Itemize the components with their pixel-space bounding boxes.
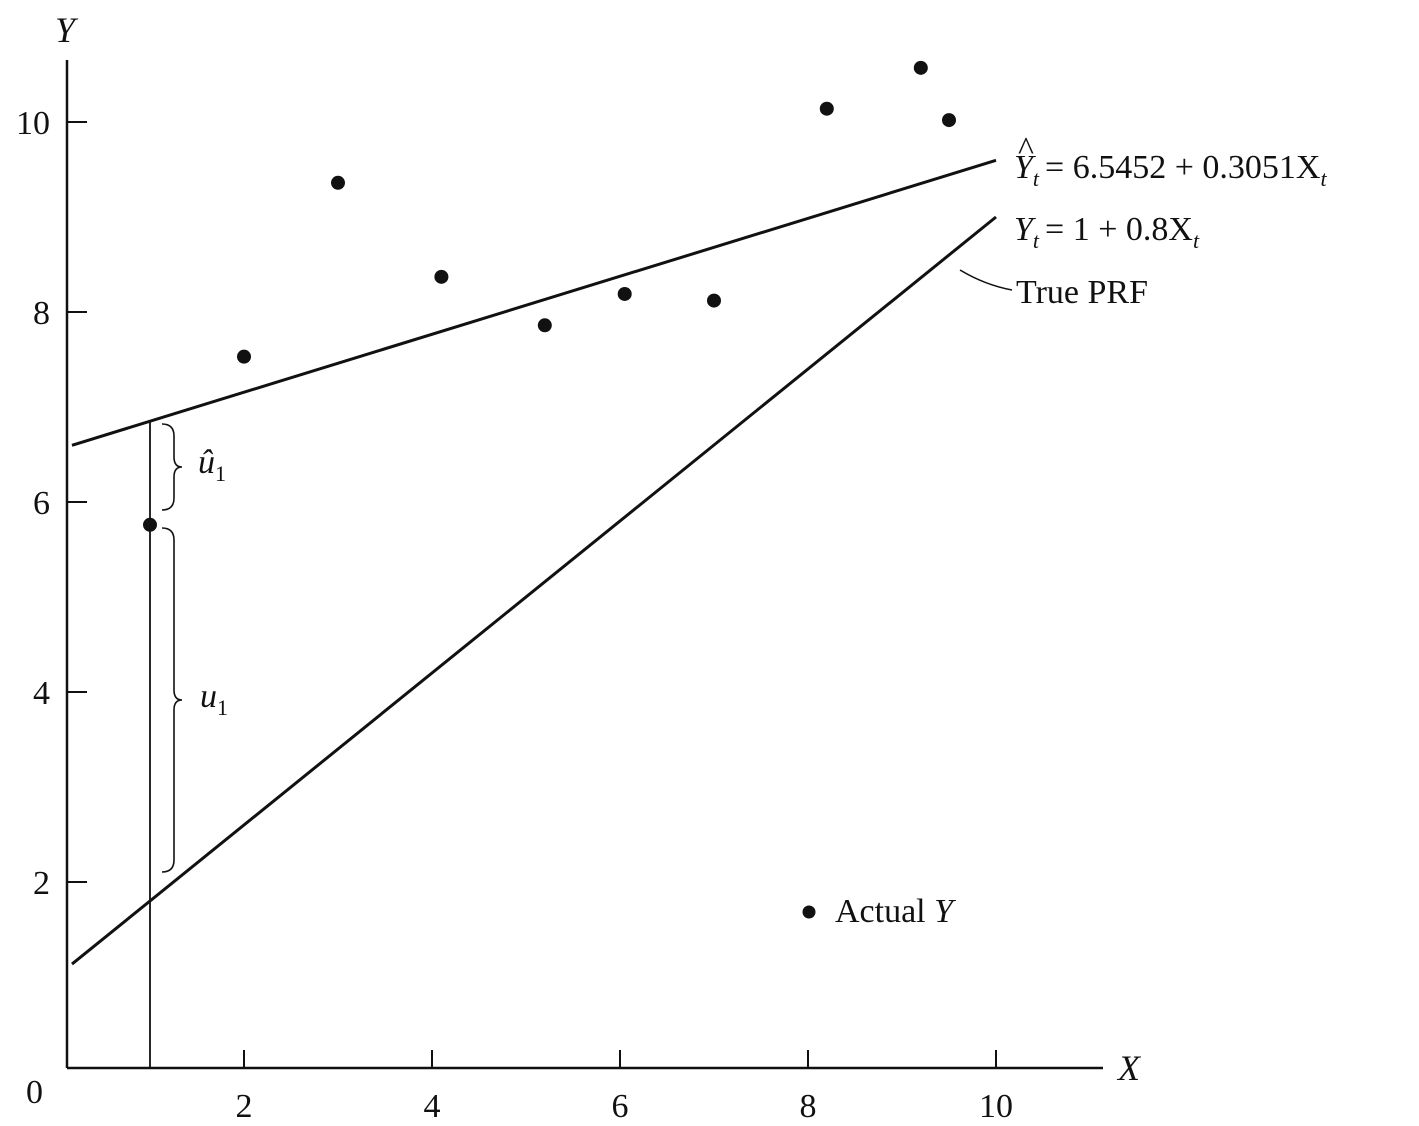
data-point (819, 101, 834, 116)
data-point (707, 293, 721, 308)
x-tick-label: 10 (979, 1088, 1013, 1125)
data-point (537, 318, 552, 333)
fitted-equation-hat: ^ (1018, 131, 1034, 168)
residual-hat-label: û1 (198, 444, 226, 486)
data-point (913, 60, 928, 75)
true-prf-leader (959, 269, 1013, 291)
data-point (434, 269, 449, 284)
legend-marker (802, 905, 816, 919)
y-tick-label: 10 (16, 105, 50, 142)
data-point (942, 113, 956, 128)
x-axis-title: X (1116, 1048, 1142, 1088)
data-points (143, 60, 956, 532)
x-axis-ticks: 2 4 6 8 10 (236, 1050, 1013, 1125)
true-prf-line (71, 215, 997, 966)
true-equation: Yt = 1 + 0.8Xt (1014, 211, 1200, 253)
residual-hat-brace (161, 423, 183, 511)
y-tick-label: 6 (33, 485, 50, 522)
x-tick-label: 8 (800, 1088, 817, 1125)
data-point (331, 175, 345, 190)
error-brace (161, 527, 183, 873)
fitted-equation: Yt = 6.5452 + 0.3051Xt (1014, 149, 1327, 191)
true-prf-label: True PRF (1016, 274, 1148, 311)
error-label: u1 (200, 678, 228, 720)
y-tick-label: 8 (33, 295, 50, 332)
y-axis-title: Y (55, 10, 79, 50)
fitted-regression-line (71, 158, 997, 447)
data-point (617, 286, 632, 301)
x-tick-label: 2 (236, 1088, 253, 1125)
data-point (143, 517, 157, 532)
data-point (237, 349, 251, 364)
legend-label: Actual Y (835, 893, 956, 930)
y-axis-ticks: 2 4 6 8 10 (16, 105, 87, 902)
y-tick-label: 4 (33, 675, 50, 712)
x-tick-label: 4 (424, 1088, 441, 1125)
x-tick-label: 6 (612, 1088, 629, 1125)
y-tick-label: 2 (33, 865, 50, 902)
origin-label: 0 (26, 1074, 43, 1111)
